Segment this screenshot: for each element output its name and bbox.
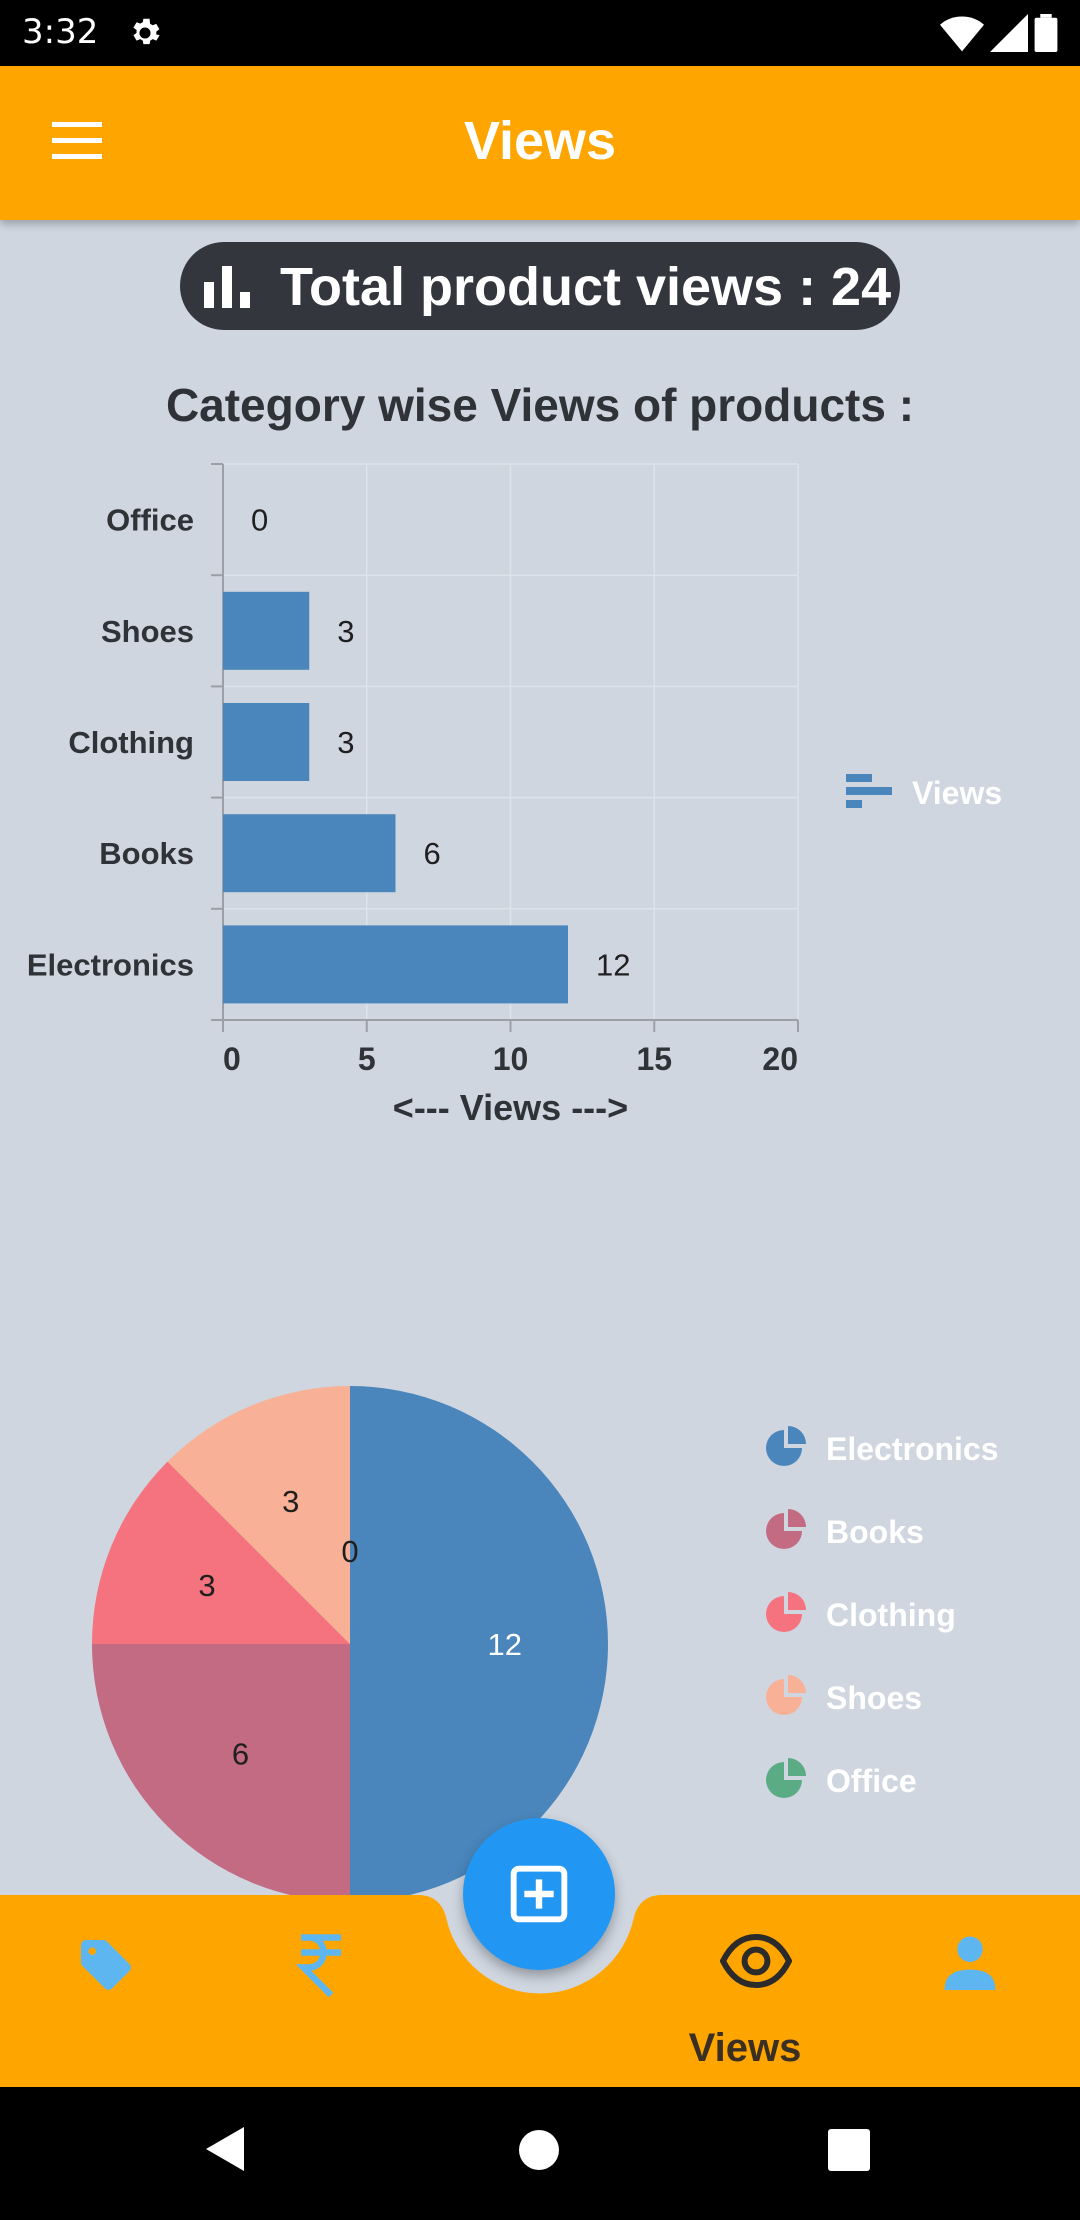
x-tick-label: 20 [762, 1041, 798, 1077]
pie-legend-item: Shoes [766, 1675, 922, 1716]
y-category-label: Office [106, 503, 194, 538]
bar[interactable] [223, 925, 568, 1004]
legend-icon-bar1 [846, 774, 872, 782]
legend-label: Electronics [826, 1431, 999, 1467]
legend-pie-icon [766, 1762, 802, 1798]
bar-value-label: 3 [337, 614, 354, 649]
back-icon[interactable] [204, 2125, 246, 2173]
pie-chart: 12 6 3 3 0 Electronics Books Clothing Shoes Offic… [92, 1386, 999, 1900]
legend-pie-icon-wedge [788, 1758, 806, 1776]
menu-icon[interactable] [44, 114, 110, 166]
tag-icon[interactable] [76, 1935, 136, 1995]
x-tick-label: 0 [223, 1041, 241, 1077]
bar[interactable] [223, 703, 310, 781]
bottom-navigation-bar [0, 1895, 1080, 2087]
legend-label: Views [912, 775, 1002, 811]
legend-label: Clothing [826, 1597, 956, 1633]
x-axis-title: <--- Views ---> [393, 1087, 628, 1128]
legend-pie-icon-wedge [788, 1426, 806, 1444]
eye-icon[interactable] [720, 1930, 792, 1992]
page-title: Views [463, 111, 617, 171]
add-product-fab[interactable] [463, 1818, 615, 1970]
x-tick-label: 10 [493, 1041, 529, 1077]
pie-value-label: 12 [488, 1627, 522, 1662]
legend-pie-icon [766, 1596, 802, 1632]
bar-chart: 0 5 10 15 20 Office 0 Shoes 3 Clothing 3 Books 6 Elec… [27, 463, 1002, 1128]
app-bar: Views [0, 66, 1080, 220]
pie-legend-item: Books [766, 1509, 924, 1550]
system-navigation-bar [0, 2087, 1080, 2220]
nav-active-label: Views [688, 2026, 802, 2070]
pie-slice[interactable] [92, 1461, 350, 1644]
legend-pie-icon-wedge [788, 1592, 806, 1610]
y-category-label: Books [99, 836, 194, 871]
pie-value-label: 6 [232, 1736, 249, 1771]
pie-slice[interactable] [92, 1644, 350, 1900]
person-icon[interactable] [944, 1934, 996, 1990]
settings-gear-icon [133, 18, 160, 45]
legend-pie-icon-wedge [788, 1509, 806, 1527]
add-box-icon [510, 1865, 568, 1923]
home-icon[interactable] [518, 2129, 560, 2171]
y-category-label: Clothing [68, 725, 194, 760]
pie-legend-item: Clothing [766, 1592, 956, 1633]
legend-icon-bar2 [846, 787, 892, 795]
legend-pie-icon [766, 1513, 802, 1549]
legend-pie-icon-wedge [788, 1675, 806, 1693]
status-icons [939, 14, 1058, 56]
total-views-text: Total product views : 24 [280, 257, 892, 317]
wifi-icon [939, 16, 984, 52]
bar[interactable] [223, 591, 310, 670]
legend-label: Office [826, 1763, 917, 1799]
pie-slice[interactable] [350, 1386, 608, 1900]
bar[interactable] [223, 814, 396, 893]
pie-slice[interactable] [167, 1386, 350, 1644]
bar-chart-icon [204, 266, 250, 308]
x-tick-label: 5 [358, 1041, 376, 1077]
y-category-label: Electronics [27, 947, 194, 982]
recents-icon[interactable] [828, 2129, 870, 2171]
pie-value-label: 3 [282, 1484, 299, 1519]
pie-legend-item: Electronics [766, 1426, 999, 1467]
battery-icon [1034, 14, 1058, 52]
status-time: 3:32 [22, 12, 99, 52]
rupee-icon[interactable] [296, 1932, 346, 1998]
bar-chart-title: Category wise Views of products : [165, 379, 915, 431]
bar-value-label: 0 [251, 503, 268, 538]
pie-value-label: 0 [341, 1534, 358, 1569]
legend-pie-icon [766, 1430, 802, 1466]
legend-pie-icon [766, 1679, 802, 1715]
legend-label: Shoes [826, 1680, 922, 1716]
status-bar: 3:32 [0, 0, 1080, 66]
bar-legend: Views [846, 774, 1002, 811]
cell-signal-icon [989, 14, 1028, 52]
bar-value-label: 3 [337, 725, 354, 760]
legend-label: Books [826, 1514, 924, 1550]
legend-icon-bar3 [846, 800, 862, 808]
bar-value-label: 12 [596, 947, 630, 982]
pie-value-label: 3 [198, 1568, 215, 1603]
bar-value-label: 6 [424, 836, 441, 871]
total-views-badge: Total product views : 24 [180, 242, 900, 330]
y-category-label: Shoes [101, 614, 194, 649]
x-tick-label: 15 [636, 1041, 672, 1077]
pie-legend-item: Office [766, 1758, 917, 1799]
